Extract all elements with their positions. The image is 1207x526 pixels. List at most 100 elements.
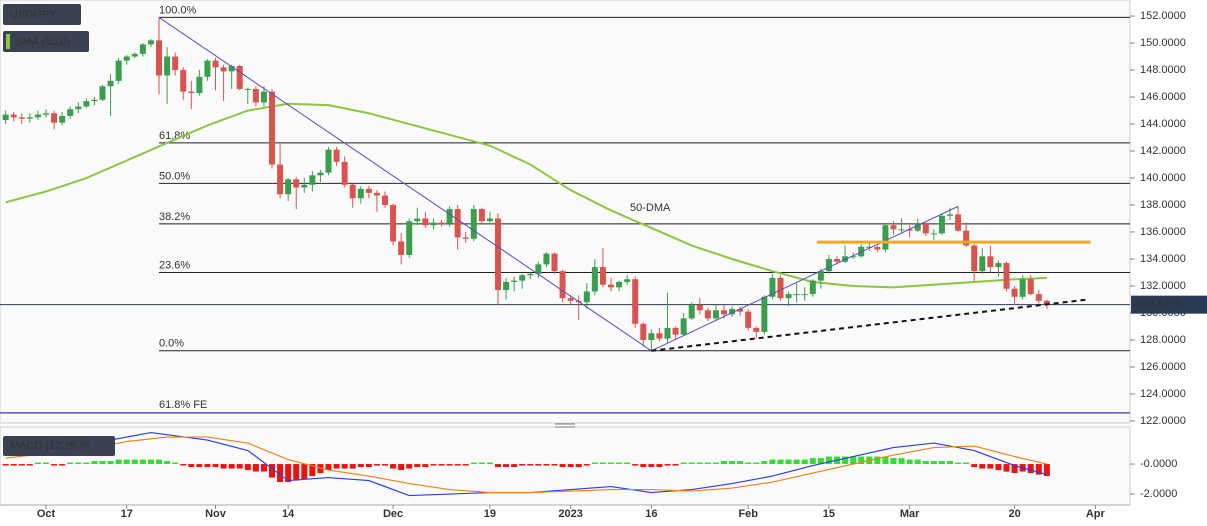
candle-body xyxy=(349,184,356,199)
histogram-bar xyxy=(75,462,82,465)
histogram-bar xyxy=(648,464,655,468)
histogram-bar xyxy=(527,464,534,466)
y-tick-label: -2.0000 xyxy=(1140,488,1177,500)
histogram-bar xyxy=(277,464,284,483)
candle-body xyxy=(624,279,631,282)
candle-body xyxy=(236,66,243,89)
candle-body xyxy=(285,179,292,195)
histogram-bar xyxy=(301,464,308,480)
candle-body xyxy=(632,279,639,324)
candle-body xyxy=(260,91,267,103)
price-pane xyxy=(0,0,1131,424)
candle-body xyxy=(527,273,534,276)
histogram-bar xyxy=(922,461,929,465)
candle-body xyxy=(809,280,816,295)
histogram-bar xyxy=(559,464,566,468)
candle-body xyxy=(470,209,477,239)
x-tick-label: 20 xyxy=(1008,508,1020,520)
fib-label: 61.8% xyxy=(159,130,190,142)
candle-body xyxy=(801,294,808,296)
candle-body xyxy=(99,86,106,100)
histogram-bar xyxy=(495,464,502,468)
candle-body xyxy=(430,222,437,226)
candle-body xyxy=(26,117,33,119)
histogram-bar xyxy=(874,456,881,465)
candle-body xyxy=(107,80,114,87)
histogram-bar xyxy=(664,464,671,466)
x-tick-label: 14 xyxy=(282,508,295,520)
y-tick-label: 136.0000 xyxy=(1140,226,1186,238)
histogram-bar xyxy=(164,461,171,465)
histogram-bar xyxy=(123,459,130,465)
histogram-bar xyxy=(543,464,550,466)
histogram-bar xyxy=(858,456,865,465)
sma-line xyxy=(5,102,1047,289)
candle-body xyxy=(91,99,98,102)
histogram-bar xyxy=(680,462,687,465)
y-tick-label: 146.0000 xyxy=(1140,91,1186,103)
histogram-bar xyxy=(721,461,728,465)
candle-body xyxy=(382,195,389,206)
candle-body xyxy=(18,117,25,119)
histogram-bar xyxy=(43,462,50,465)
histogram-bar xyxy=(357,464,364,468)
candle-body xyxy=(277,164,284,195)
histogram-bar xyxy=(995,464,1002,471)
candle-body xyxy=(2,114,9,120)
histogram-bar xyxy=(390,464,397,469)
chart-title: USD/JPY xyxy=(10,9,57,21)
candle-body xyxy=(785,294,792,299)
histogram-bar xyxy=(156,459,163,465)
histogram-bar xyxy=(18,464,25,466)
histogram-bar xyxy=(777,459,784,465)
histogram-bar xyxy=(244,464,251,471)
candle-body xyxy=(890,225,897,230)
candle-body xyxy=(608,284,615,288)
candle-body xyxy=(567,298,574,301)
histogram-bar xyxy=(454,464,461,466)
histogram-bar xyxy=(809,458,816,465)
candle-body xyxy=(882,225,889,250)
candle-body xyxy=(1019,279,1026,297)
histogram-bar xyxy=(599,462,606,465)
histogram-bar xyxy=(712,462,719,465)
candle-body xyxy=(317,172,324,176)
candle-body xyxy=(898,229,905,231)
candle-body xyxy=(922,223,929,234)
histogram-bar xyxy=(349,464,356,469)
candle-body xyxy=(478,209,485,222)
y-tick-label: 148.0000 xyxy=(1140,64,1186,76)
histogram-bar xyxy=(591,462,598,465)
fib-label: 100.0% xyxy=(159,4,197,16)
candle-body xyxy=(850,256,857,258)
histogram-bar xyxy=(519,464,526,466)
candle-body xyxy=(769,277,776,297)
histogram-bar xyxy=(67,462,74,465)
candle-body xyxy=(616,281,623,288)
histogram-bar xyxy=(1011,464,1018,474)
histogram-bar xyxy=(147,459,154,465)
histogram-bar xyxy=(1043,464,1050,477)
candle-body xyxy=(1011,288,1018,297)
candle-body xyxy=(123,56,130,61)
histogram-bar xyxy=(882,456,889,465)
histogram-bar xyxy=(91,461,98,465)
histogram-bar xyxy=(930,461,937,465)
histogram-bar xyxy=(204,464,211,468)
histogram-bar xyxy=(785,459,792,465)
histogram-bar xyxy=(269,464,276,478)
macd-line xyxy=(5,436,1047,494)
candle-body xyxy=(599,267,606,285)
candle-body xyxy=(212,60,219,68)
histogram-bar xyxy=(212,464,219,468)
candle-body xyxy=(987,256,994,268)
histogram-bar xyxy=(729,461,736,465)
candle-body xyxy=(333,149,340,162)
histogram-bar xyxy=(252,464,259,472)
histogram-bar xyxy=(938,461,945,465)
candle-body xyxy=(793,294,800,296)
candle-body xyxy=(1043,300,1050,305)
histogram-bar xyxy=(325,464,332,471)
candle-body xyxy=(59,115,66,123)
